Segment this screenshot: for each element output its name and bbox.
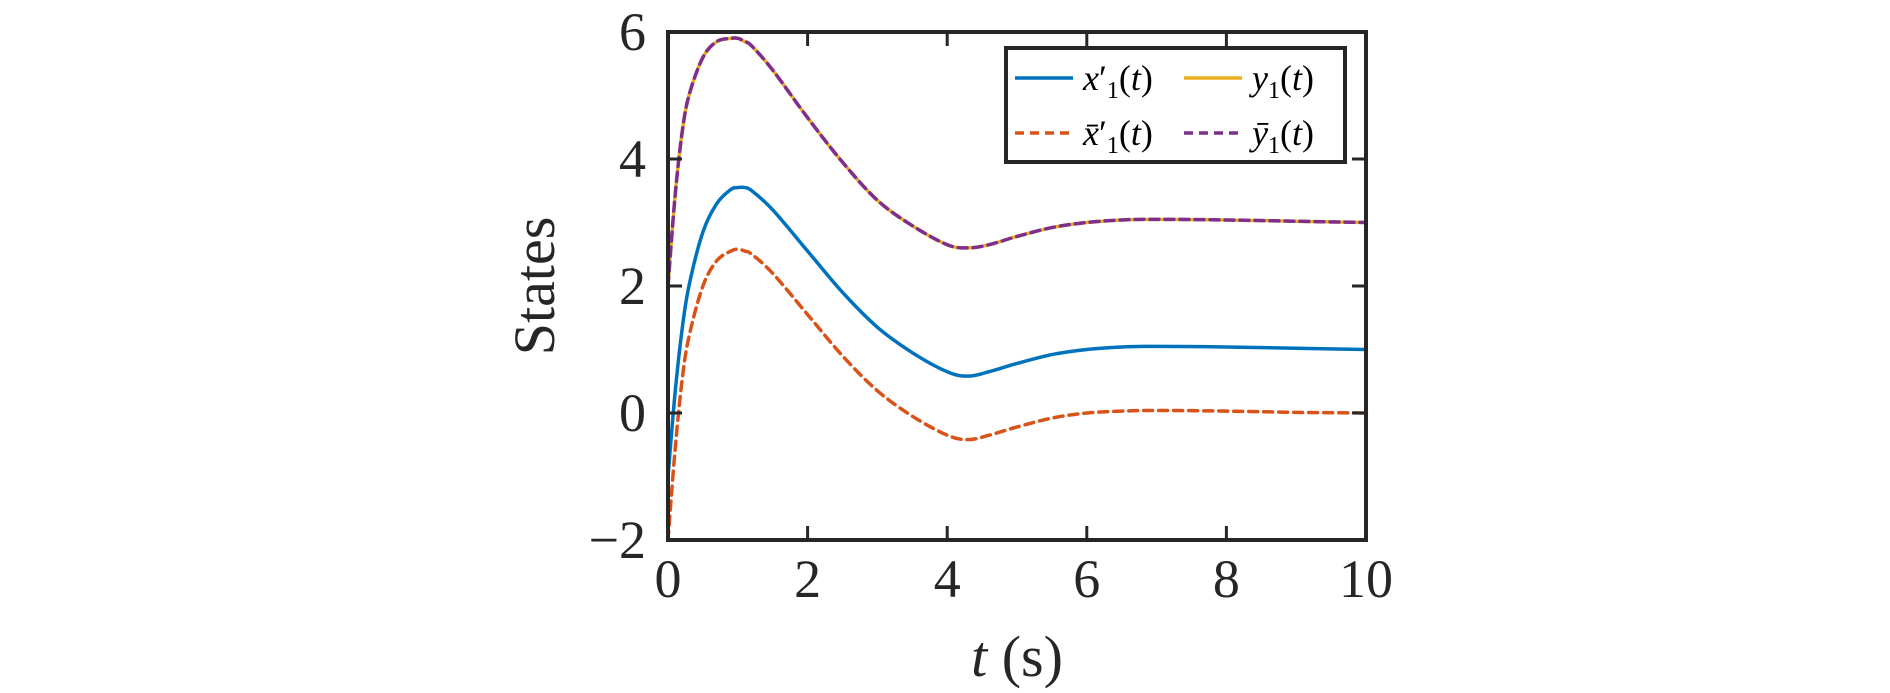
y-axis-label: States	[502, 217, 567, 356]
y-tick-label: 4	[619, 129, 646, 189]
legend-label-y1-bar: ȳ1(t)	[1249, 113, 1314, 159]
x-tick-label: 6	[1073, 549, 1100, 609]
x-tick-label: 0	[655, 549, 682, 609]
x-tick-label: 10	[1339, 549, 1393, 609]
series-x1-bar-prime	[666, 247, 1368, 542]
y-tick-label: 6	[619, 2, 646, 62]
x-tick-label: 4	[934, 549, 961, 609]
legend-box	[1004, 46, 1347, 164]
legend: x′1(t) y1(t) x̄′1(t) ȳ1(t)	[1004, 46, 1347, 164]
y-tick-label: 0	[619, 383, 646, 443]
series-x1-prime	[666, 185, 1368, 479]
series-layer	[666, 36, 1368, 542]
x-tick-label: 2	[794, 549, 821, 609]
y-tick-label: 2	[619, 256, 646, 316]
x-axis-label: t (s)	[971, 624, 1063, 689]
legend-label-y1: y1(t)	[1249, 58, 1314, 104]
x-tick-label: 8	[1213, 549, 1240, 609]
series-y1-bar	[666, 36, 1368, 288]
y-tick-label: −2	[589, 510, 646, 570]
